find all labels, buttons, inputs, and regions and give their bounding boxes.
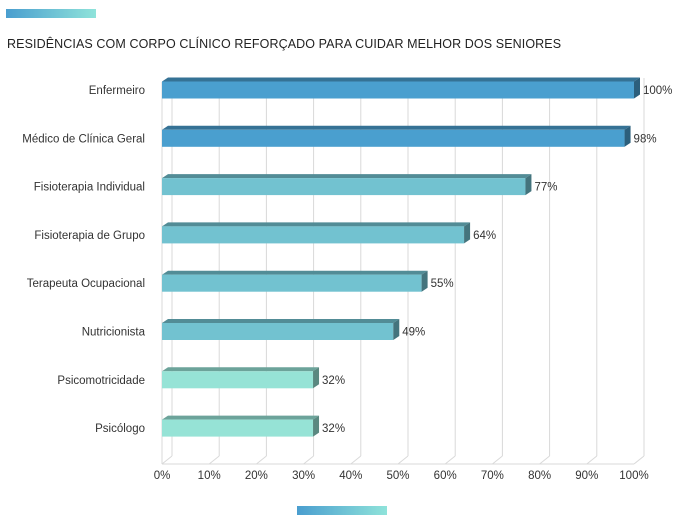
gridline-floor (303, 455, 314, 465)
bars (162, 77, 640, 437)
x-tick-label: 80% (528, 470, 551, 482)
gridline-floor (208, 455, 220, 465)
x-tick-label: 90% (575, 470, 598, 482)
bar-top-face (162, 222, 471, 227)
category-label: Psicomotricidade (57, 375, 145, 387)
bar-top-face (162, 415, 320, 420)
bar-front-face (162, 81, 634, 99)
bar (162, 415, 320, 437)
category-label: Fisioterapia Individual (34, 182, 145, 194)
gridline-floor (444, 455, 456, 465)
gridline-floor (586, 455, 598, 465)
value-label: 32% (322, 375, 345, 387)
bar (162, 125, 631, 147)
bar-end-face (525, 174, 532, 196)
category-label: Enfermeiro (89, 85, 145, 97)
x-tick-label: 30% (292, 470, 315, 482)
bar-front-face (162, 419, 314, 437)
bar-front-face (162, 371, 314, 389)
bar-end-face (313, 415, 320, 437)
bar-top-face (162, 77, 640, 82)
bar-front-face (162, 226, 465, 244)
gridline-floor (539, 455, 550, 465)
gridline-floor (350, 455, 362, 465)
bar (162, 270, 428, 292)
bar-end-face (634, 77, 640, 99)
value-label: 32% (322, 423, 345, 435)
bar-front-face (162, 274, 422, 292)
x-tick-label: 20% (245, 470, 268, 482)
bar-end-face (393, 319, 400, 340)
value-label: 100% (643, 85, 672, 97)
bar-top-face (162, 319, 400, 323)
x-axis-ticks: 0% 10% 20% 30% 40% 50% 60% 70% 80% 90% 100% (154, 470, 649, 482)
gridline-floor (633, 455, 645, 465)
x-tick-label: 10% (198, 470, 221, 482)
value-labels: 100% 98% 77% 64% 55% 49% 32% 32% (322, 85, 672, 435)
x-tick-label: 60% (434, 470, 457, 482)
category-labels: Enfermeiro Médico de Clínica Geral Fisiote… (22, 85, 145, 435)
category-label: Fisioterapia de Grupo (34, 230, 145, 242)
bar-end-face (313, 367, 320, 389)
bar-top-face (162, 270, 428, 275)
bar-front-face (162, 323, 394, 340)
gridline-floor (397, 455, 409, 465)
decorative-gradient-bar-top (6, 9, 96, 18)
bar (162, 222, 471, 244)
bar-top-face (162, 174, 532, 179)
x-tick-label: 100% (619, 470, 648, 482)
bar-end-face (624, 125, 631, 147)
category-label: Nutricionista (82, 327, 146, 339)
value-label: 55% (431, 278, 454, 290)
x-tick-label: 40% (339, 470, 362, 482)
value-label: 64% (473, 230, 496, 242)
bar-top-face (162, 125, 631, 130)
chart-title: RESIDÊNCIAS COM CORPO CLÍNICO REFORÇADO … (7, 37, 562, 51)
value-label: 49% (402, 327, 425, 339)
category-label: Médico de Clínica Geral (22, 133, 145, 145)
bar (162, 367, 320, 389)
gridline-floor (256, 455, 267, 465)
bar-front-face (162, 178, 526, 196)
bar (162, 319, 400, 340)
value-label: 77% (534, 182, 557, 194)
category-label: Terapeuta Ocupacional (27, 278, 145, 290)
category-label: Psicólogo (95, 423, 145, 435)
gridline-floor (492, 455, 503, 465)
gridline-floor (161, 455, 173, 465)
bar-end-face (421, 270, 428, 292)
bar-front-face (162, 129, 625, 147)
value-label: 98% (634, 133, 657, 145)
bar (162, 174, 532, 196)
bar-end-face (464, 222, 471, 244)
x-tick-label: 0% (154, 470, 171, 482)
x-tick-label: 50% (386, 470, 409, 482)
decorative-gradient-bar-bottom (297, 506, 387, 515)
bar (162, 77, 640, 99)
bar-top-face (162, 367, 320, 372)
x-tick-label: 70% (481, 470, 504, 482)
